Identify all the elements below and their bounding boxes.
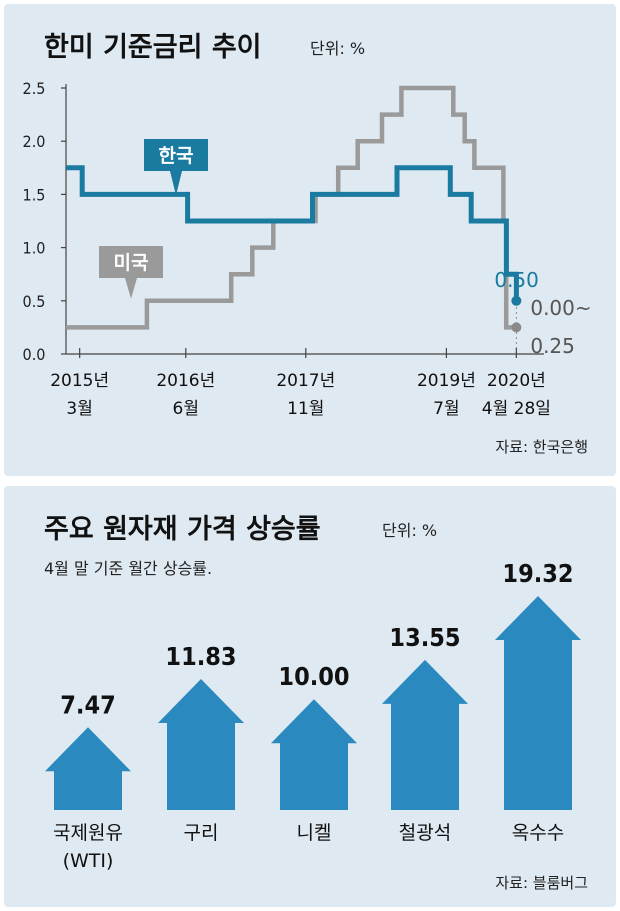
bar-category-label: 철광석: [399, 822, 451, 844]
commodity-panel: 주요 원자재 가격 상승률 단위: % 4월 말 기준 월간 상승률. 7.47…: [4, 486, 616, 907]
x-tick-label-year: 2017년: [276, 371, 335, 391]
us-end-dot: [511, 322, 522, 333]
bar-value-label: 11.83: [165, 642, 236, 671]
y-tick-label: 1.5: [23, 185, 46, 204]
bar-value-label: 7.47: [60, 690, 116, 719]
us-tag: 미국: [99, 246, 163, 299]
x-tick-label-month: 4월 28일: [482, 399, 551, 419]
bar-value-label: 10.00: [278, 662, 349, 691]
y-tick-label: 2.5: [23, 79, 46, 98]
bar-category-label: 니켈: [297, 822, 332, 844]
chart-title: 한미 기준금리 추이: [44, 32, 262, 63]
us-tag-box: [99, 246, 163, 299]
bar-category-label: (WTI): [63, 850, 114, 872]
source-label: 자료: 한국은행: [495, 438, 588, 456]
x-tick-label-year: 2016년: [156, 371, 215, 391]
bar-arrow: [495, 596, 581, 810]
unit-label: 단위: %: [310, 39, 365, 58]
x-tick-label-month: 11월: [287, 399, 324, 419]
x-tick-label-year: 2020년: [487, 371, 546, 391]
korea-tag-label: 한국: [159, 145, 194, 167]
chart-title-2: 주요 원자재 가격 상승률: [44, 514, 321, 545]
chart-subtitle: 4월 말 기준 월간 상승률.: [44, 559, 212, 578]
bar-arrow: [158, 678, 244, 810]
korea-end-dot: [511, 295, 522, 306]
y-tick-label: 2.0: [23, 132, 46, 151]
x-tick-label-month: 3월: [66, 399, 92, 419]
us-rate-line: [66, 85, 517, 330]
bar-arrow: [45, 727, 131, 810]
bar-value-label: 13.55: [389, 623, 460, 652]
us-end-value-line1: 0.00~: [530, 296, 591, 320]
x-tick-label-month: 6월: [173, 399, 199, 419]
x-tick-label-month: 7월: [433, 399, 459, 419]
korea-tag-box: [144, 139, 208, 196]
y-tick-label: 0.0: [23, 345, 46, 364]
unit-label-2: 단위: %: [382, 521, 437, 540]
korea-rate-line: [66, 165, 519, 301]
korea-end-value: 0.50: [494, 268, 539, 292]
bar-arrow: [271, 699, 357, 810]
x-tick-label-year: 2015년: [50, 371, 109, 391]
korea-tag: 한국: [144, 139, 208, 196]
y-tick-label: 0.5: [23, 292, 46, 311]
rate-trend-chart: 한미 기준금리 추이 단위: % 0.0 0.5 1.0 1.5 2.0 2.5 한국 미…: [23, 32, 592, 456]
bar-arrow: [382, 659, 468, 810]
bar-category-label: 국제원유: [53, 822, 123, 844]
rate-trend-panel: 한미 기준금리 추이 단위: % 0.0 0.5 1.0 1.5 2.0 2.5 한국 미…: [4, 4, 616, 476]
source-label-2: 자료: 블룸버그: [495, 874, 588, 892]
us-tag-label: 미국: [114, 252, 149, 274]
us-end-value-line2: 0.25: [530, 334, 575, 358]
commodity-chart: 주요 원자재 가격 상승률 단위: % 4월 말 기준 월간 상승률. 7.47…: [44, 514, 588, 892]
bar-category-label: 구리: [184, 822, 219, 844]
x-tick-label-year: 2019년: [417, 371, 476, 391]
bar-category-label: 옥수수: [512, 822, 564, 844]
bar-value-label: 19.32: [502, 559, 573, 588]
y-tick-label: 1.0: [23, 239, 46, 258]
